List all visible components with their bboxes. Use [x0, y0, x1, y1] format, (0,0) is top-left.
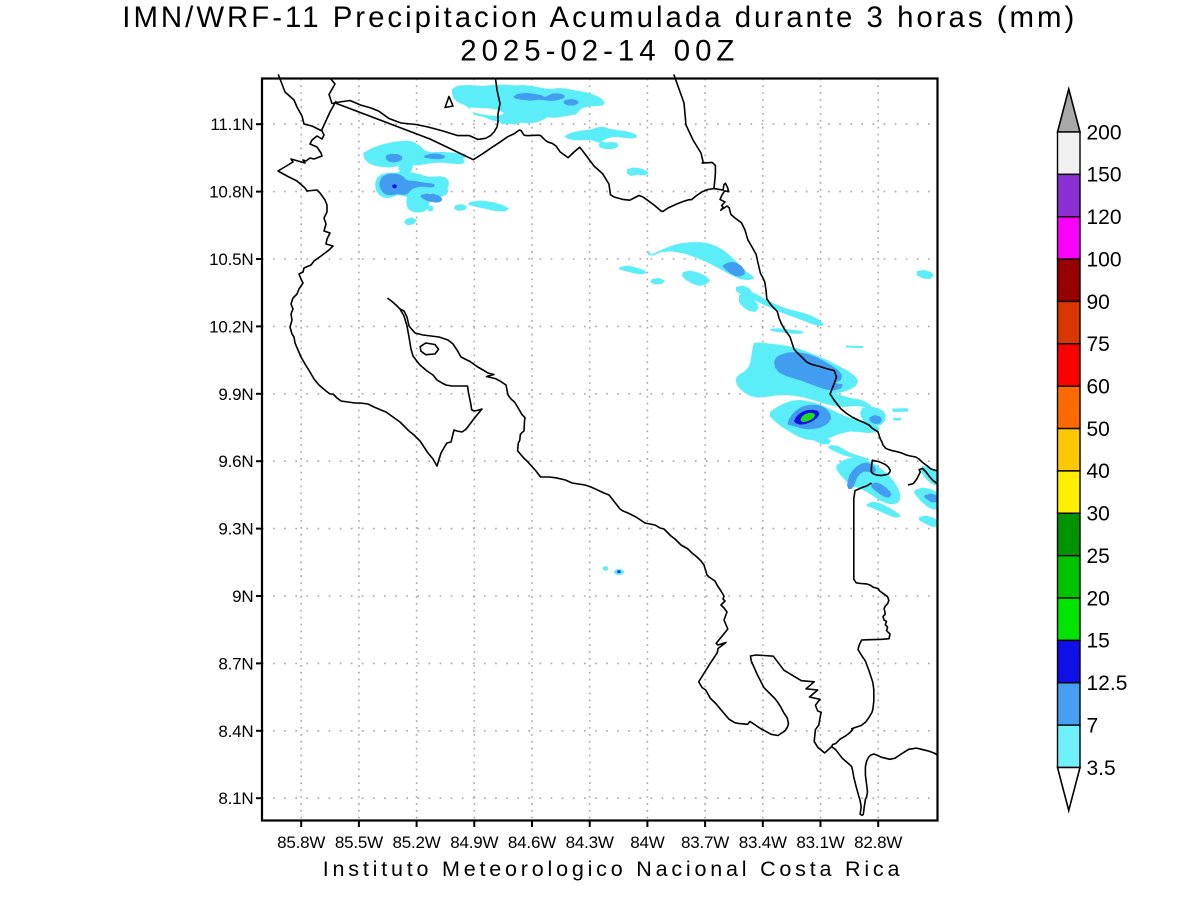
svg-text:85.2W: 85.2W — [393, 833, 441, 852]
svg-text:10.8N: 10.8N — [209, 183, 253, 202]
svg-text:8.7N: 8.7N — [218, 654, 253, 673]
svg-text:8.4N: 8.4N — [218, 722, 253, 741]
svg-text:9N: 9N — [232, 587, 253, 606]
svg-text:10.5N: 10.5N — [209, 250, 253, 269]
svg-text:83.4W: 83.4W — [739, 833, 787, 852]
svg-text:9.9N: 9.9N — [218, 385, 253, 404]
svg-text:84.3W: 84.3W — [566, 833, 614, 852]
svg-text:120: 120 — [1087, 206, 1122, 229]
svg-text:82.8W: 82.8W — [854, 833, 902, 852]
svg-text:150: 150 — [1087, 164, 1122, 187]
svg-text:75: 75 — [1087, 333, 1110, 356]
svg-text:90: 90 — [1087, 291, 1110, 314]
svg-text:50: 50 — [1087, 418, 1110, 441]
svg-text:Instituto Meteorologico Nacion: Instituto Meteorologico Nacional Costa R… — [323, 857, 903, 881]
svg-text:40: 40 — [1087, 460, 1110, 483]
svg-text:84.9W: 84.9W — [450, 833, 498, 852]
svg-text:83.7W: 83.7W — [681, 833, 729, 852]
svg-text:IMN/WRF-11 Precipitacion Acumu: IMN/WRF-11 Precipitacion Acumulada duran… — [122, 1, 1077, 34]
svg-text:20: 20 — [1087, 587, 1110, 610]
svg-text:30: 30 — [1087, 503, 1110, 526]
svg-text:60: 60 — [1087, 376, 1110, 399]
svg-text:85.8W: 85.8W — [277, 833, 325, 852]
svg-text:3.5: 3.5 — [1087, 757, 1116, 780]
svg-text:12.5: 12.5 — [1087, 672, 1128, 695]
svg-text:9.6N: 9.6N — [218, 452, 253, 471]
svg-text:7: 7 — [1087, 714, 1099, 737]
svg-text:8.1N: 8.1N — [218, 789, 253, 808]
svg-text:84.6W: 84.6W — [508, 833, 556, 852]
svg-text:200: 200 — [1087, 121, 1122, 144]
svg-text:84W: 84W — [630, 833, 665, 852]
svg-text:9.3N: 9.3N — [218, 520, 253, 539]
svg-text:2025-02-14 00Z: 2025-02-14 00Z — [460, 35, 739, 68]
svg-text:10.2N: 10.2N — [209, 317, 253, 336]
svg-text:25: 25 — [1087, 545, 1110, 568]
svg-text:15: 15 — [1087, 630, 1110, 653]
svg-text:85.5W: 85.5W — [335, 833, 383, 852]
svg-text:100: 100 — [1087, 248, 1122, 271]
svg-text:83.1W: 83.1W — [796, 833, 844, 852]
svg-text:11.1N: 11.1N — [210, 115, 253, 134]
